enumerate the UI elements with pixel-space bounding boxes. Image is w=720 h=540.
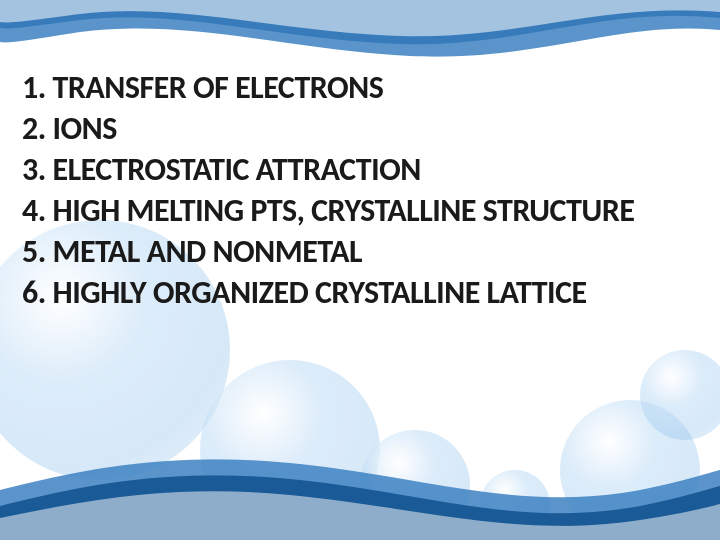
bubble-decoration (200, 360, 380, 540)
list-item: 3. ELECTROSTATIC ATTRACTION (22, 150, 700, 191)
list-item: 2. IONS (22, 109, 700, 150)
bubble-decoration (640, 350, 720, 440)
bubble-decoration (480, 470, 550, 540)
slide: 1. TRANSFER OF ELECTRONS 2. IONS 3. ELEC… (0, 0, 720, 540)
list-item: 6. HIGHLY ORGANIZED CRYSTALLINE LATTICE (22, 273, 700, 314)
content-list: 1. TRANSFER OF ELECTRONS 2. IONS 3. ELEC… (22, 68, 700, 314)
list-item: 5. METAL AND NONMETAL (22, 232, 700, 273)
bubble-decoration (560, 400, 700, 540)
bottom-wave-decoration (0, 420, 720, 540)
list-item: 4. HIGH MELTING PTS, CRYSTALLINE STRUCTU… (22, 191, 700, 232)
bubble-decoration (360, 430, 470, 540)
list-item: 1. TRANSFER OF ELECTRONS (22, 68, 700, 109)
